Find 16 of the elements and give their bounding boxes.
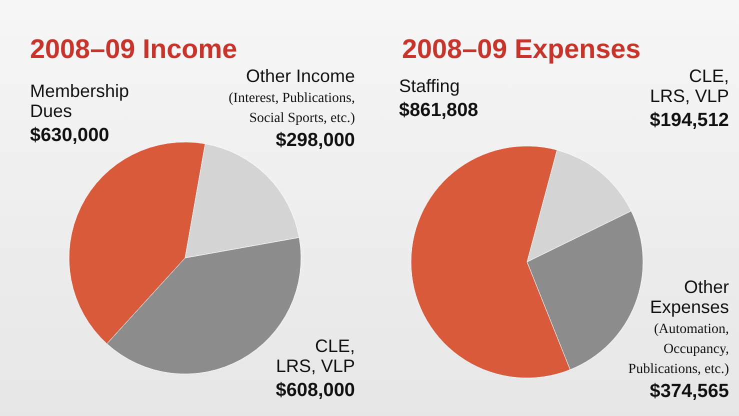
text: (Interest, Publications, Social Sports, etc.) xyxy=(228,91,356,126)
data-label: $194,512 xyxy=(650,110,729,131)
text: (Automation, Occupancy, Publications, etc.) xyxy=(628,322,730,377)
data-label: $630,000 xyxy=(30,125,110,146)
slice-label: Other Income xyxy=(246,66,355,86)
chart-title: 2008–09 Expenses xyxy=(402,34,641,64)
data-label: $374,565 xyxy=(650,381,730,402)
chart-title: 2008–09 Income xyxy=(30,34,238,64)
slice-label: CLE, LRS, VLP xyxy=(276,336,355,376)
slice-label: Other Expenses xyxy=(650,277,729,317)
slice-label: Staffing xyxy=(399,76,460,96)
data-label: $298,000 xyxy=(276,130,355,151)
slice-label: CLE, LRS, VLP xyxy=(650,66,729,106)
data-label: $608,000 xyxy=(276,380,355,401)
data-label: $861,808 xyxy=(399,100,478,121)
slice-label: Membership Dues xyxy=(30,81,130,121)
